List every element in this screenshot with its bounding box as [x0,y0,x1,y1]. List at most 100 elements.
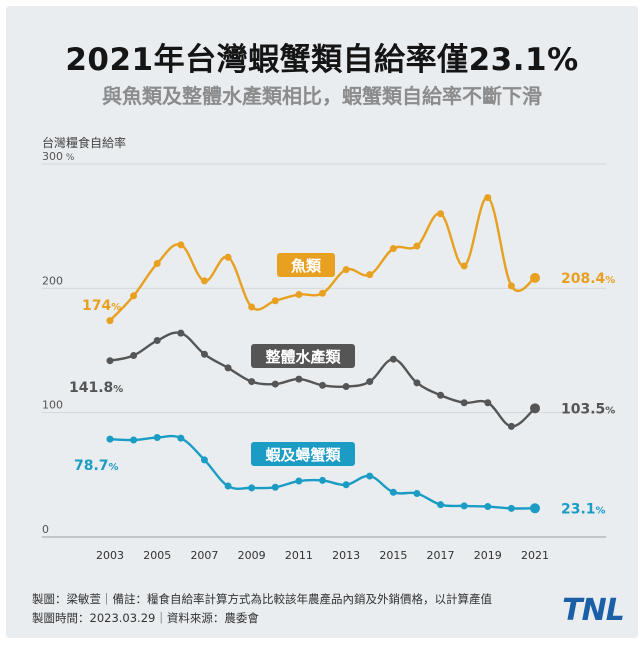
logo-text: TNL [562,593,624,628]
tnl-logo: TNL [562,593,624,628]
data-point [507,422,515,430]
end-value-label: 103.5% [561,401,615,417]
data-point [271,483,279,491]
data-point [271,380,279,388]
x-tick-label: 2013 [332,549,360,562]
data-point [507,282,515,290]
y-tick-label: 200 [42,274,63,287]
data-point [295,477,303,485]
data-point [130,436,138,444]
data-point [437,501,445,509]
x-tick-label: 2007 [190,549,218,562]
data-point [319,476,326,484]
x-tick-label: 2019 [474,549,502,562]
data-point [413,379,421,387]
page-subtitle: 與魚類及整體水產類相比，蝦蟹類自給率不斷下滑 [102,84,542,108]
data-point [130,351,138,359]
x-tick-label: 2003 [96,549,124,562]
footer-notes: 製圖：梁敏萱｜備註：糧食自給率計算方式為比較該年農產品內銷及外銷價格，以計算產值… [32,590,492,628]
data-point [460,502,468,510]
infographic-card: 2021年台灣蝦蟹類自給率僅23.1% 與魚類及整體水產類相比，蝦蟹類自給率不斷… [6,6,638,638]
x-tick-label: 2009 [238,549,266,562]
data-point [177,241,185,249]
start-value-label: 174% [82,298,121,314]
data-point [319,289,326,297]
series-name-label: 蝦及蟳蟹類 [265,446,341,464]
y-tick-label: 0 [42,523,49,536]
start-value-label: 141.8% [69,380,123,396]
data-point [153,434,161,442]
end-value-label: 23.1% [561,501,606,517]
data-point [248,378,256,386]
data-point [389,355,397,363]
value-unit: % [109,462,119,473]
data-point [342,481,350,489]
data-point [271,297,279,305]
data-point [153,259,161,267]
data-point [106,357,114,365]
x-tick-label: 2021 [521,549,549,562]
start-value: 174 [82,298,111,314]
series-badge [277,253,335,277]
data-point [460,262,468,270]
data-point [177,434,185,442]
data-point [484,194,492,202]
data-point [106,435,114,443]
data-point [389,245,397,253]
data-point [224,482,232,490]
value-unit: % [113,384,123,395]
page-title: 2021年台灣蝦蟹類自給率僅23.1% [65,42,579,78]
data-point [389,488,397,496]
x-tick-label: 2015 [379,549,407,562]
series-name-label: 整體水產類 [265,348,341,366]
series-badge [251,344,355,368]
value-unit: % [605,275,615,286]
footer-line-1: 製圖：梁敏萱｜備註：糧食自給率計算方式為比較該年農產品內銷及外銷價格，以計算產值 [32,592,492,606]
data-point [342,383,350,391]
series-end-point [530,403,540,414]
start-value: 141.8 [69,380,113,396]
data-point [460,399,468,407]
y-tick-label: 100 [42,399,63,412]
data-point [177,329,185,337]
data-point [507,504,515,512]
data-point [319,381,326,389]
data-point [248,484,256,492]
data-point [295,291,303,299]
data-point [413,489,421,497]
end-value: 23.1 [561,501,596,517]
data-point [224,253,232,261]
start-value: 78.7 [74,458,109,474]
value-unit: % [596,505,606,516]
data-point [248,303,256,311]
start-value-label: 78.7% [74,458,119,474]
data-point [295,375,303,383]
x-tick-label: 2017 [427,549,455,562]
data-point [200,456,208,464]
data-point [200,277,208,285]
series-badge [251,442,355,466]
end-value: 208.4 [561,271,606,287]
data-point [130,292,138,300]
data-point [437,391,445,399]
data-point [484,503,492,511]
data-point [366,472,374,480]
data-point [366,271,374,279]
end-value-label: 208.4% [561,271,615,287]
data-point [366,378,374,386]
data-point [153,337,161,345]
data-point [106,317,114,325]
data-point [484,399,492,407]
footer-line-2: 製圖時間：2023.03.29｜資料來源：農委會 [32,611,259,625]
series-name-label: 魚類 [291,257,322,275]
data-point [200,350,208,358]
x-tick-label: 2011 [285,549,313,562]
data-point [224,364,232,372]
series-end-point [530,503,540,514]
x-tick-label: 2005 [143,549,171,562]
end-value: 103.5 [561,401,605,417]
y-tick-label: 300 % [42,150,75,163]
data-point [437,210,445,218]
line-chart: 台灣糧食自給率 0 100 200 300 % 2003 2005 2007 2009 2011 2… [42,135,615,562]
data-point [342,266,350,274]
